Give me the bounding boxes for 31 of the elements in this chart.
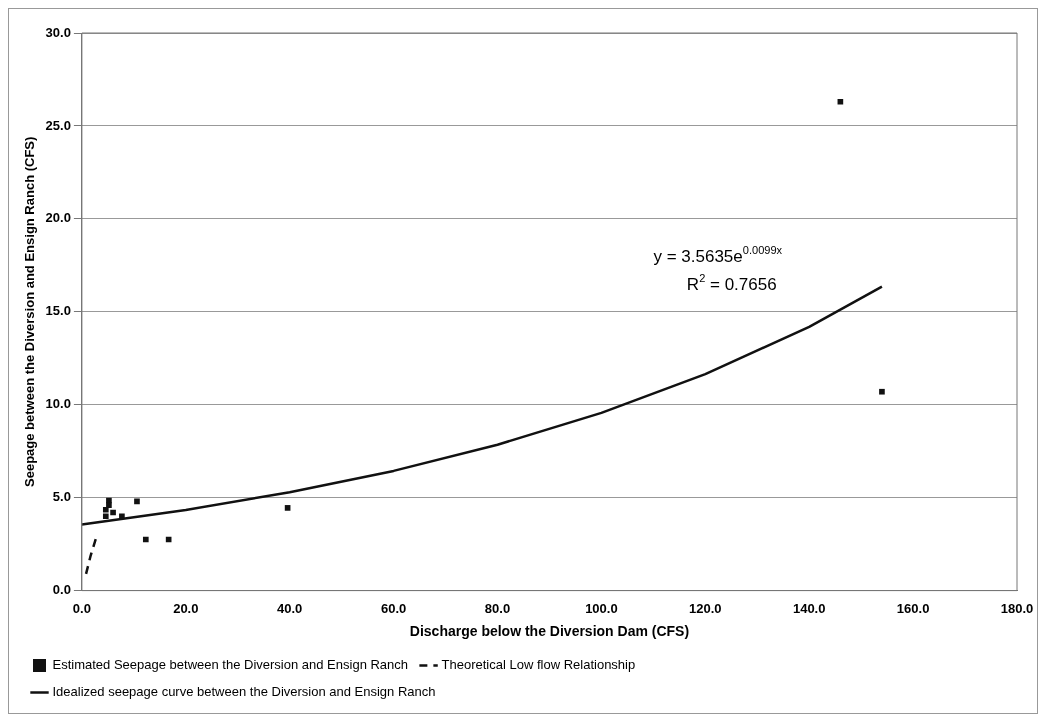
- legend-label: Idealized seepage curve between the Diversion and Ensign Ranch: [52, 684, 436, 700]
- y-tick-label: 0.0: [52, 582, 71, 598]
- y-tick-label: 15.0: [45, 303, 71, 319]
- x-tick-label: 0.0: [72, 600, 91, 616]
- y-tick-label: 20.0: [45, 210, 71, 226]
- point: [284, 505, 291, 511]
- x-tick-label: 60.0: [380, 600, 407, 616]
- point: [102, 506, 109, 513]
- point: [837, 98, 844, 105]
- y-tick-label: 10.0: [45, 396, 71, 412]
- x-tick-label: 20.0: [173, 600, 199, 616]
- point: [102, 513, 109, 520]
- legend-label: Estimated Seepage between the Diversion and Ensign Ranch: [52, 657, 409, 673]
- x-tick-label: 100.0: [585, 600, 618, 616]
- point: [879, 388, 885, 395]
- x-tick-label: 180.0: [1000, 600, 1034, 616]
- x-axis-title: Discharge below the Diversion Dam (CFS): [409, 623, 690, 640]
- x-tick-label: 40.0: [277, 600, 303, 616]
- point: [110, 509, 116, 516]
- point: [142, 536, 149, 543]
- x-tick-label: 80.0: [484, 600, 511, 616]
- y-tick-label: 25.0: [45, 117, 71, 133]
- x-tick-label: 160.0: [896, 600, 930, 616]
- y-tick-label: 30.0: [45, 24, 71, 40]
- point: [134, 498, 140, 505]
- y-tick-label: 5.0: [52, 489, 71, 505]
- x-tick-label: 140.0: [792, 600, 826, 616]
- y-axis-title: Seepage between the Diversion and Ensign Ranch (CFS): [22, 136, 38, 487]
- point: [106, 502, 112, 508]
- legend-label: Theoretical Low flow Relationship: [441, 657, 636, 673]
- x-tick-label: 120.0: [689, 600, 722, 616]
